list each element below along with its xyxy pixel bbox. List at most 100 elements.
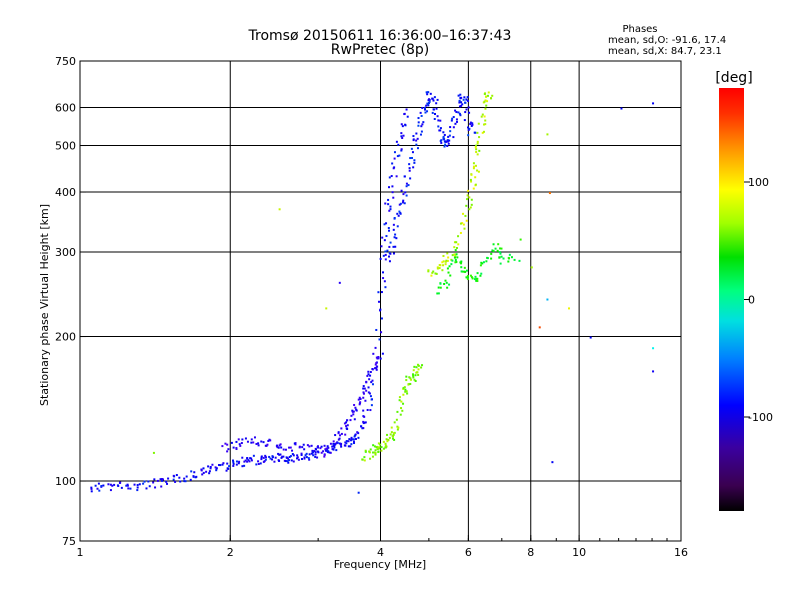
trace-point <box>425 91 428 94</box>
y-axis-label: Stationary phase Virtual Height [km] <box>38 204 51 406</box>
trace-point <box>277 452 280 455</box>
trace-point <box>133 483 136 486</box>
trace-point <box>405 108 408 111</box>
trace-point <box>386 440 389 443</box>
trace-point <box>366 374 369 377</box>
colorbar-tick-label: 100 <box>748 176 769 189</box>
colorbar-tick-label: 0 <box>748 294 755 307</box>
trace-point <box>453 241 456 244</box>
y-tick-label: 100 <box>55 475 76 488</box>
trace-point <box>235 447 238 450</box>
trace-point <box>400 123 403 126</box>
trace-point <box>423 106 426 109</box>
trace-point <box>375 362 378 365</box>
trace-point <box>400 132 403 135</box>
trace-point <box>421 123 424 126</box>
trace-point <box>226 443 229 446</box>
trace-point <box>389 433 392 436</box>
trace-point <box>376 447 379 450</box>
outlier-point <box>546 133 549 136</box>
trace-point <box>382 447 385 450</box>
trace-point <box>271 458 274 461</box>
trace-point <box>465 204 468 207</box>
trace-point <box>147 480 150 483</box>
trace-point <box>372 451 375 454</box>
trace-point <box>454 261 457 264</box>
trace-point <box>499 252 502 255</box>
trace-point <box>375 368 378 371</box>
trace-point <box>413 159 416 162</box>
trace-point <box>510 256 513 259</box>
trace-point <box>358 403 361 406</box>
trace-point <box>401 125 404 128</box>
outlier-point <box>652 347 655 350</box>
trace-point <box>455 111 458 114</box>
trace-point <box>471 123 474 126</box>
trace-point <box>292 454 295 457</box>
trace-point <box>143 480 146 483</box>
trace-point <box>288 446 291 449</box>
trace-point <box>470 173 473 176</box>
trace-point <box>467 128 470 131</box>
trace-point <box>370 381 373 384</box>
trace-point <box>262 456 265 459</box>
trace-point <box>378 447 381 450</box>
trace-point <box>335 449 338 452</box>
trace-point <box>268 455 271 458</box>
trace-point <box>459 93 462 96</box>
trace-point <box>317 451 320 454</box>
trace-point <box>396 212 399 215</box>
trace-point <box>437 125 440 128</box>
trace-point <box>427 269 430 272</box>
trace-point <box>325 447 328 450</box>
trace-point <box>436 292 439 295</box>
trace-point <box>382 277 385 280</box>
trace-point <box>472 167 475 170</box>
outlier-point <box>357 491 360 494</box>
trace-point <box>427 270 430 273</box>
trace-point <box>404 191 407 194</box>
trace-point <box>379 357 382 360</box>
trace-point <box>472 165 475 168</box>
trace-point <box>432 99 435 102</box>
trace-point <box>444 279 447 282</box>
trace-point <box>502 257 505 260</box>
trace-point <box>275 444 278 447</box>
trace-point <box>469 123 472 126</box>
trace-point <box>389 241 392 244</box>
trace-point <box>276 446 279 449</box>
trace-point <box>429 92 432 95</box>
trace-point <box>257 444 260 447</box>
trace-point <box>470 198 473 201</box>
trace-point <box>385 222 388 225</box>
trace-point <box>296 454 299 457</box>
trace-point <box>288 459 291 462</box>
trace-point <box>326 451 329 454</box>
trace-point <box>353 435 356 438</box>
trace-point <box>395 140 398 143</box>
outlier-point <box>338 281 341 284</box>
trace-point <box>340 432 343 435</box>
trace-point <box>458 112 461 115</box>
trace-point <box>437 292 440 295</box>
x-axis: 1 2 4 6 8 10 16 <box>77 535 688 559</box>
trace-point <box>444 140 447 143</box>
trace-point <box>374 346 377 349</box>
trace-point <box>433 96 436 99</box>
trace-point <box>421 364 424 367</box>
trace-point <box>426 102 429 105</box>
trace-point <box>457 94 460 97</box>
trace-point <box>305 452 308 455</box>
stats-line-x: mean, sd,X: 84.7, 23.1 <box>608 46 722 57</box>
trace-point <box>378 338 381 341</box>
trace-point <box>458 99 461 102</box>
trace-point <box>453 256 456 259</box>
trace-point <box>421 106 424 109</box>
y-tick-label: 200 <box>55 331 76 344</box>
trace-point <box>468 196 471 199</box>
trace-point <box>369 457 372 460</box>
trace-point <box>391 437 394 440</box>
trace-point <box>482 261 485 264</box>
trace-point <box>340 427 343 430</box>
x-tick-label: 1 <box>77 546 84 559</box>
